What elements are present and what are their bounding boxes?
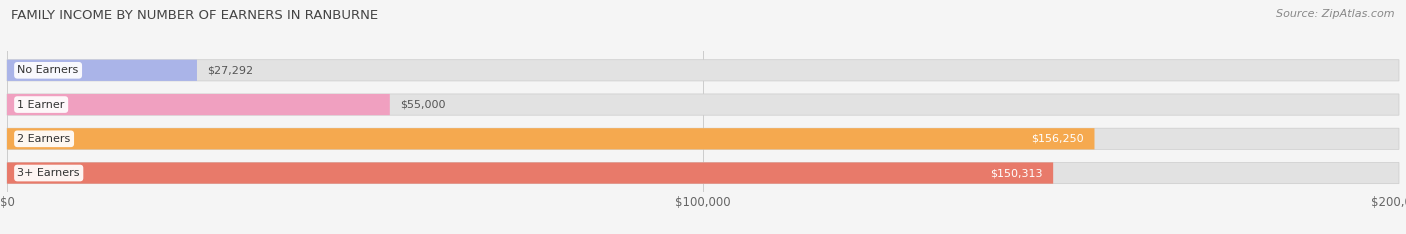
Text: $156,250: $156,250	[1032, 134, 1084, 144]
FancyBboxPatch shape	[7, 162, 1053, 184]
FancyBboxPatch shape	[7, 60, 197, 81]
FancyBboxPatch shape	[7, 162, 1399, 184]
FancyBboxPatch shape	[7, 128, 1094, 150]
FancyBboxPatch shape	[7, 94, 1399, 115]
Text: No Earners: No Earners	[17, 65, 79, 75]
Text: $150,313: $150,313	[990, 168, 1043, 178]
Text: 3+ Earners: 3+ Earners	[17, 168, 80, 178]
FancyBboxPatch shape	[7, 60, 1399, 81]
FancyBboxPatch shape	[7, 94, 389, 115]
Text: Source: ZipAtlas.com: Source: ZipAtlas.com	[1277, 9, 1395, 19]
Text: 1 Earner: 1 Earner	[17, 99, 65, 110]
Text: 2 Earners: 2 Earners	[17, 134, 70, 144]
Text: $27,292: $27,292	[208, 65, 253, 75]
FancyBboxPatch shape	[7, 128, 1399, 150]
Text: FAMILY INCOME BY NUMBER OF EARNERS IN RANBURNE: FAMILY INCOME BY NUMBER OF EARNERS IN RA…	[11, 9, 378, 22]
Text: $55,000: $55,000	[401, 99, 446, 110]
